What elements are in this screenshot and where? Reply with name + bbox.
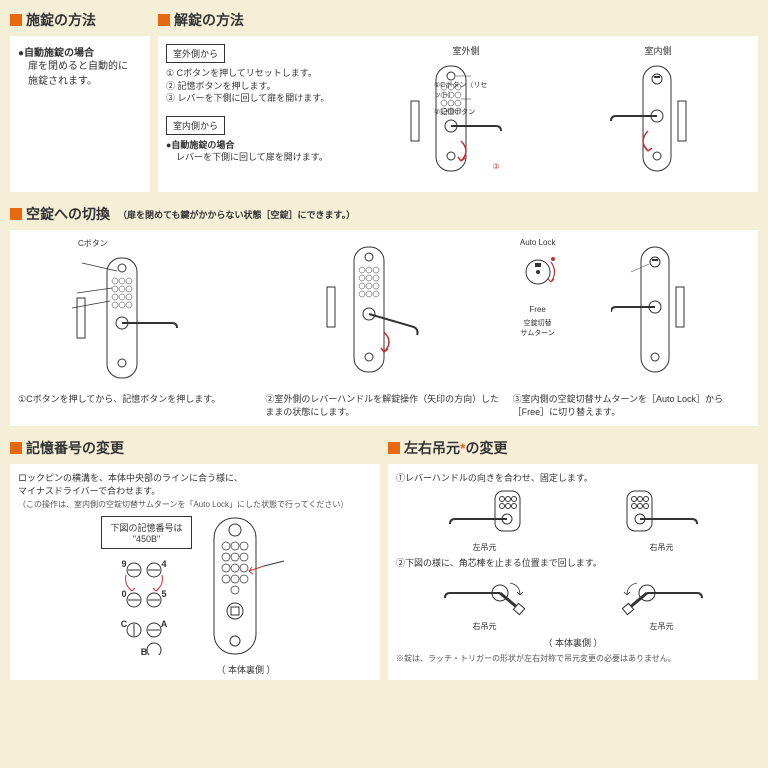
lock-inside-diagram xyxy=(608,61,708,176)
outside-caption: 室外側 xyxy=(374,44,558,57)
thumbturn-label: 空錠切替 サムターン xyxy=(513,318,563,338)
c-btn-label: Cボタン xyxy=(78,238,255,249)
svg-text:4: 4 xyxy=(162,559,167,569)
out-step-1: ① Cボタンを押してリセットします。 xyxy=(166,67,366,80)
section-title-memory: 記憶番号の変更 xyxy=(10,438,380,458)
switch-step2-diagram xyxy=(319,242,449,382)
lock-outside-diagram xyxy=(406,61,526,176)
in-bullet: ●自動施錠の場合 xyxy=(166,139,366,152)
auto-lock-bullet: ●自動施錠の場合 xyxy=(18,44,142,59)
out-step-2: ② 記憶ボタンを押します。 xyxy=(166,80,366,93)
section-title-lock: 施錠の方法 xyxy=(10,10,150,30)
lock-back-diagram xyxy=(204,516,289,656)
switch-step3-diagram xyxy=(611,242,706,382)
left-hand-diagram xyxy=(440,489,530,539)
inside-label: 室内側から xyxy=(166,116,225,135)
free-label: Free xyxy=(513,305,563,314)
left-label-2: 左吊元 xyxy=(617,621,707,632)
section-title-handing: 左右吊元*の変更 xyxy=(388,438,758,458)
c-button-label: ①Cボタン（リセット） xyxy=(434,82,487,99)
mem-button-label: ②記憶ボタン xyxy=(434,109,475,116)
memory-text2: （この操作は、室内側の空錠切替サムターンを「Auto Lock」にした状態で行っ… xyxy=(18,499,372,510)
svg-text:0: 0 xyxy=(122,589,127,599)
switch-step1-text: ①Cボタンを押してから、記憶ボタンを押します。 xyxy=(18,393,255,418)
switch-step2-text: ②室外側のレバーハンドルを解錠操作（矢印の方向）したままの状態にします。 xyxy=(265,393,502,418)
switch-step1-diagram xyxy=(62,253,212,383)
handing-step2: ②下図の様に、角芯棒を止まる位置まで回します。 xyxy=(396,557,750,570)
code-box: 下図の記憶番号は "450B" xyxy=(101,516,191,549)
step3-marker: ③ xyxy=(404,162,588,171)
outside-label: 室外側から xyxy=(166,44,225,63)
handing-note: ※錠は、ラッチ・トリガーの形状が左右対称で吊元変更の必要はありません。 xyxy=(396,653,750,664)
svg-text:9: 9 xyxy=(122,559,127,569)
spindle-right-diagram xyxy=(440,573,530,618)
auto-lock-text: 扉を閉めると自動的に 施錠されます。 xyxy=(28,59,142,89)
back-caption-2: （ 本体裏側 ） xyxy=(396,636,750,649)
right-label-2: 右吊元 xyxy=(440,621,530,632)
handing-step1: ①レバーハンドルの向きを合わせ、固定します。 xyxy=(396,472,750,485)
switch-step3-text: ③室内側の空錠切替サムターンを［Auto Lock］から［Free］に切り替えま… xyxy=(513,393,750,418)
thumbturn-diagram xyxy=(513,247,563,302)
spindle-left-diagram xyxy=(617,573,707,618)
inside-caption: 室内側 xyxy=(566,44,750,57)
svg-text:5: 5 xyxy=(162,589,167,599)
out-step-3: ③ レバーを下側に回して扉を開けます。 xyxy=(166,92,366,105)
section-title-unlock: 解錠の方法 xyxy=(158,10,758,30)
section-title-switch: 空錠への切換（扉を閉めても鍵がかからない状態［空錠］にできます。） xyxy=(10,204,758,224)
auto-lock-label: Auto Lock xyxy=(513,238,563,247)
back-caption: （ 本体裏側 ） xyxy=(204,663,289,676)
memory-text1: ロックピンの横溝を、本体中央部のラインに合う様に、 マイナスドライバーで合わせま… xyxy=(18,472,372,497)
right-hand-diagram xyxy=(617,489,707,539)
svg-text:A: A xyxy=(161,619,168,629)
svg-text:C: C xyxy=(121,619,128,629)
pin-grid-diagram: 94 05 CA B xyxy=(106,555,186,655)
in-text: レバーを下側に回して扉を開けます。 xyxy=(176,151,366,164)
left-label: 左吊元 xyxy=(440,542,530,553)
right-label: 右吊元 xyxy=(617,542,707,553)
